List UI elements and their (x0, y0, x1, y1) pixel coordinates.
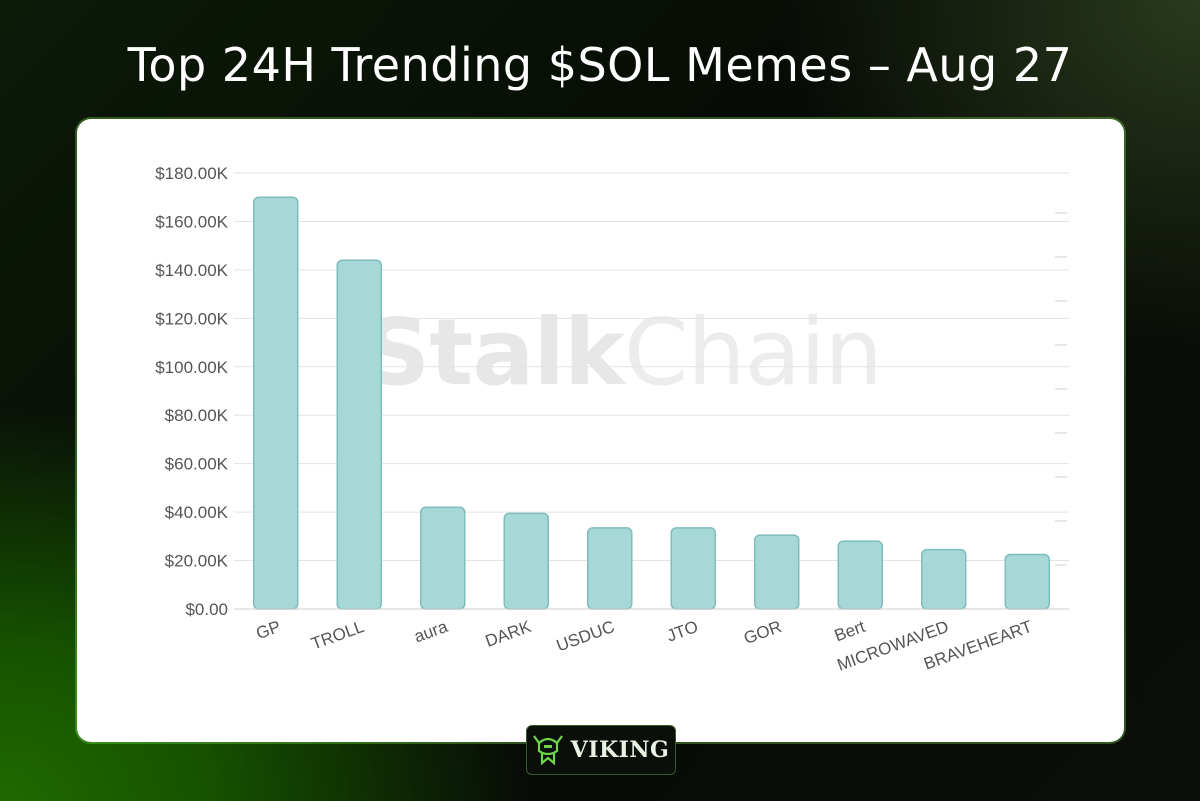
y-tick-label: $140.00K (155, 261, 228, 280)
bar (420, 506, 466, 610)
x-tick-label: aura (412, 617, 451, 647)
x-tick-label: DARK (483, 617, 535, 651)
bar (587, 527, 633, 610)
y-tick-label: $60.00K (165, 455, 229, 474)
y-tick-label: $100.00K (155, 358, 228, 377)
y-tick-label: $40.00K (165, 503, 229, 522)
y-tick-label: $160.00K (155, 212, 228, 231)
bar (336, 259, 382, 610)
bar (837, 540, 883, 610)
bar (670, 527, 716, 610)
bar (253, 196, 299, 610)
x-tick-label: TROLL (309, 617, 367, 654)
y-tick-label: $80.00K (165, 406, 229, 425)
x-tick-label: GP (254, 617, 284, 643)
y-tick-label: $0.00 (185, 600, 228, 619)
x-tick-label: JTO (664, 617, 700, 646)
watermark-light: Chain (624, 299, 883, 406)
viking-helmet-icon (532, 735, 563, 766)
y-tick-label: $180.00K (155, 164, 228, 183)
watermark: StalkChain (364, 299, 883, 406)
chart-card: StalkChain $0.00 $20.00K $40.00K $60.00K $80… (77, 119, 1124, 742)
bar (1004, 553, 1050, 610)
badge-label: VIKING (570, 737, 670, 763)
watermark-bold: Stalk (364, 299, 625, 406)
page-title: Top 24H Trending $SOL Memes – Aug 27 (127, 38, 1073, 92)
y-tick-label: $20.00K (165, 552, 229, 571)
bar (503, 512, 549, 610)
bar (754, 534, 800, 610)
bar-chart: $0.00 $20.00K $40.00K $60.00K $80.00K $100.00… (155, 164, 1069, 675)
bar (921, 548, 967, 610)
y-tick-label: $120.00K (155, 309, 228, 328)
x-tick-label: Bert (832, 617, 868, 646)
viking-badge: VIKING (526, 725, 676, 775)
x-tick-label: GOR (741, 617, 784, 648)
x-tick-label: USDUC (554, 617, 617, 656)
